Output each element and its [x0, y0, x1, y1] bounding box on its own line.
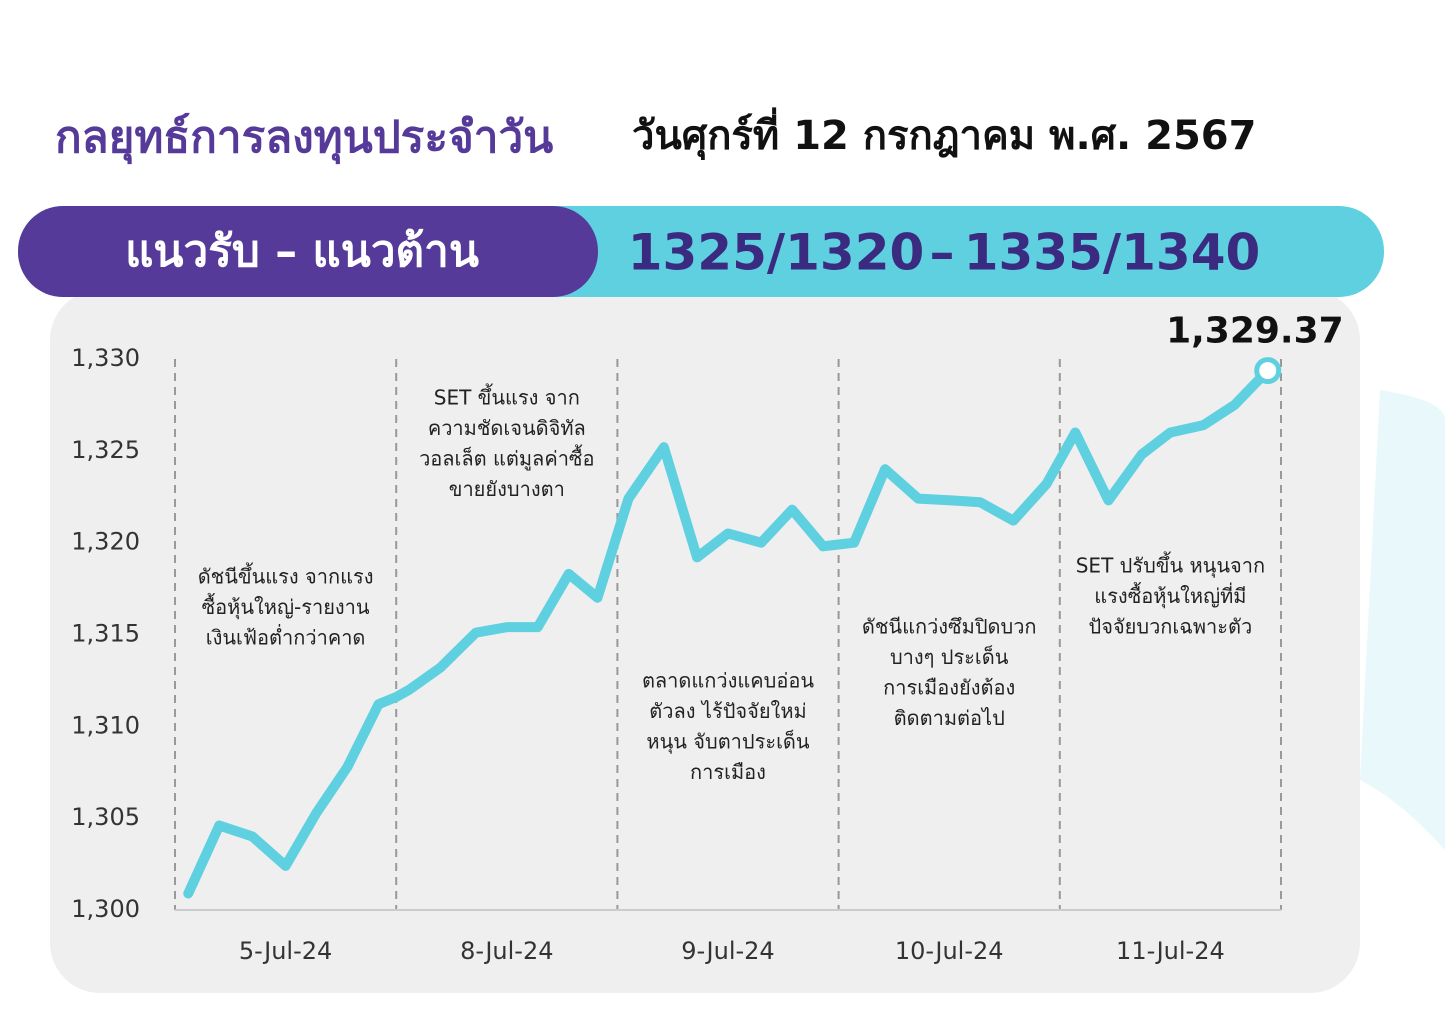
support: 1325/1320	[628, 224, 925, 282]
annotation: ปัจจัยบวกเฉพาะตัว	[1089, 615, 1253, 639]
x-tick-label: 5-Jul-24	[239, 937, 332, 965]
value-label: 1,329.37	[1166, 311, 1344, 352]
annotation: การเมือง	[690, 760, 766, 784]
separator: –	[930, 224, 955, 282]
resistance: 1335/1340	[964, 224, 1261, 282]
y-tick-label: 1,325	[71, 436, 140, 464]
x-tick-label: 11-Jul-24	[1116, 937, 1225, 965]
annotation: แรงซื้อหุ้นใหญ่ที่มี	[1094, 582, 1246, 609]
x-tick-label: 8-Jul-24	[460, 937, 553, 965]
page-title: กลยุทธ์การลงทุนประจำวัน	[55, 112, 553, 165]
annotation: ตัวลง ไร้ปัจจัยใหม่	[649, 699, 806, 723]
annotation: การเมืองยังต้อง	[883, 676, 1015, 700]
annotation: หนุน จับตาประเด็น	[646, 729, 810, 755]
annotation: ดัชนีขึ้นแรง จากแรง	[198, 563, 374, 589]
decor	[1360, 390, 1445, 850]
annotation: SET ปรับขึ้น หนุนจาก	[1076, 552, 1265, 579]
x-tick-label: 9-Jul-24	[681, 937, 774, 965]
date: วันศุกร์ที่ 12 กรกฎาคม พ.ศ. 2567	[632, 107, 1256, 161]
annotation: SET ขึ้นแรง จาก	[434, 384, 580, 410]
annotation: บางๆ ประเด็น	[890, 644, 1009, 669]
y-tick-label: 1,310	[71, 711, 140, 739]
y-tick-label: 1,315	[71, 620, 140, 648]
line	[183, 365, 1273, 899]
annotation: วอลเล็ต แต่มูลค่าซื้อ	[419, 445, 594, 472]
end-point	[1254, 357, 1282, 385]
banner-label: แนวรับ – แนวต้าน	[125, 226, 479, 277]
chart-panel	[50, 290, 1360, 993]
y-tick-label: 1,300	[71, 895, 140, 923]
y-tick-label: 1,305	[71, 803, 140, 831]
x-tick-label: 10-Jul-24	[895, 937, 1004, 965]
annotation: ความชัดเจนดิจิทัล	[428, 416, 586, 440]
banner-left	[18, 206, 598, 297]
annotation: ซื้อหุ้นใหญ่-รายงาน	[202, 593, 370, 620]
annotation: ตลาดแกว่งแคบอ่อน	[642, 669, 814, 693]
annotation: เงินเฟ้อต่ำกว่าคาด	[206, 624, 366, 650]
annotation: ติดตามต่อไป	[894, 706, 1005, 730]
y-tick-label: 1,320	[71, 528, 140, 556]
y-tick-label: 1,330	[71, 344, 140, 372]
annotation: ดัชนีแกว่งซึมปิดบวก	[862, 615, 1037, 639]
annotation: ขายยังบางตา	[449, 477, 565, 501]
